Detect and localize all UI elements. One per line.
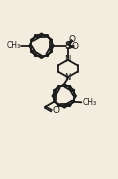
Text: N: N bbox=[65, 73, 71, 82]
Text: O: O bbox=[69, 35, 76, 44]
Text: S: S bbox=[64, 41, 72, 51]
Text: N: N bbox=[65, 55, 71, 64]
Text: CH₃: CH₃ bbox=[82, 98, 96, 107]
Text: CH₃: CH₃ bbox=[6, 41, 21, 50]
Text: O: O bbox=[72, 42, 78, 51]
Text: O: O bbox=[52, 106, 59, 115]
